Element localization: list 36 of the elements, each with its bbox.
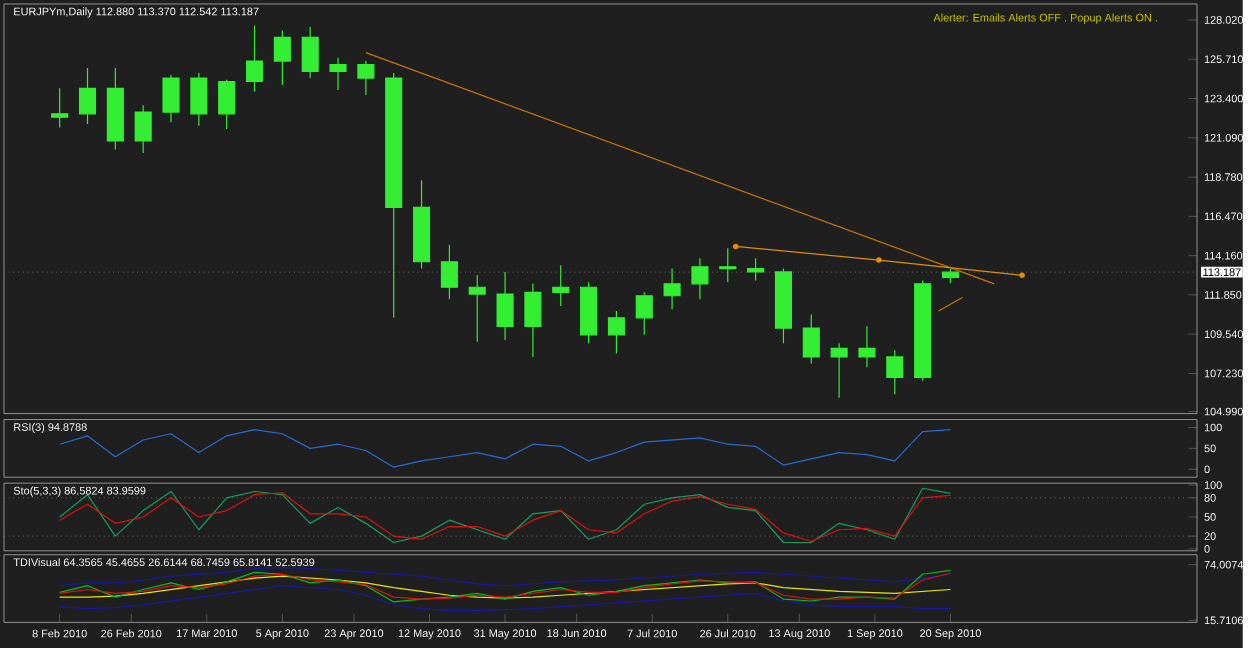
- candlestick: [106, 67, 124, 151]
- candlestick: [580, 281, 598, 344]
- candlestick: [440, 244, 458, 300]
- candlestick: [524, 283, 542, 358]
- candlestick: [607, 310, 625, 355]
- candlestick: [51, 87, 69, 128]
- candlestick: [468, 274, 486, 343]
- candlestick: [802, 313, 820, 365]
- candlestick: [385, 72, 403, 319]
- point: [1019, 272, 1025, 279]
- candlestick: [719, 247, 737, 283]
- candlestick: [218, 79, 236, 130]
- candlestick: [301, 26, 319, 79]
- candlestick: [691, 257, 709, 300]
- candlestick: [190, 72, 208, 127]
- candlestick: [273, 29, 291, 86]
- candlestick: [245, 24, 264, 93]
- candlestick: [412, 179, 431, 270]
- candlestick: [635, 291, 653, 336]
- candlestick: [858, 325, 876, 368]
- candlestick: [552, 264, 570, 307]
- candlestick: [830, 342, 848, 399]
- point: [732, 243, 739, 250]
- candlestick: [941, 268, 960, 284]
- candlestick: [886, 349, 904, 395]
- candlestick: [357, 60, 375, 96]
- candlestick: [78, 67, 97, 125]
- candlestick: [162, 74, 180, 123]
- candlestick: [134, 104, 152, 154]
- candlestick: [663, 267, 681, 310]
- point: [876, 257, 882, 263]
- candlestick: [329, 57, 347, 91]
- candlestick: [496, 271, 514, 341]
- candlestick: [747, 257, 765, 281]
- candlestick: [914, 279, 932, 382]
- candlestick: [774, 267, 792, 344]
